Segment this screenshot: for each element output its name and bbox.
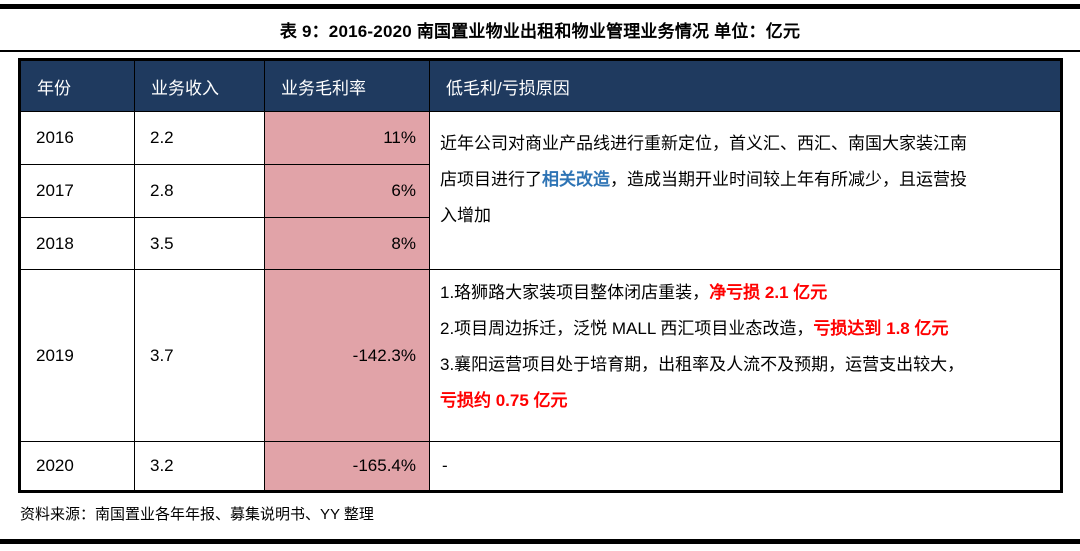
- reason-text: 3.襄阳运营项目处于培育期，出租率及人流不及预期，运营支出较大，: [440, 355, 965, 374]
- reason-item-2: 2.项目周边拆迁，泛悦 MALL 西汇项目业态改造，亏损达到 1.8 亿元: [440, 311, 980, 347]
- bottom-rule: [0, 539, 1080, 544]
- margin-cell-2018: 8%: [264, 217, 430, 270]
- loss-amount-red: 亏损达到 1.8 亿元: [813, 319, 949, 338]
- business-performance-table: 年份 业务收入 业务毛利率 低毛利/亏损原因 2016 2.2 11% 近年公司…: [18, 58, 1063, 493]
- reason-text-pre: 近年公司对商业产品线进行重新定位，首义汇、西汇、南国大家装江南店项目进行了: [440, 134, 967, 189]
- reason-text: 1.珞狮路大家装项目整体闭店重装，: [440, 283, 710, 302]
- margin-cell-2019: -142.3%: [264, 269, 430, 442]
- source-note: 资料来源：南国置业各年年报、募集说明书、YY 整理: [20, 506, 374, 523]
- header-cell-year: 年份: [19, 59, 135, 112]
- table-row-2020: 2020 3.2 -165.4% -: [19, 441, 1062, 492]
- reason-text-post: ，造成当期开业时间较上年有所减少，且运营投入增加: [440, 170, 967, 225]
- table-row-2017: 2017 2.8 6%: [19, 164, 1062, 218]
- table-title: 表 9：2016-2020 南国置业物业出租和物业管理业务情况 单位：亿元: [279, 22, 801, 41]
- revenue-cell-2016: 2.2: [134, 111, 265, 165]
- margin-cell-2016: 11%: [264, 111, 430, 165]
- revenue-cell-2020: 3.2: [134, 441, 265, 492]
- reason-item-1: 1.珞狮路大家装项目整体闭店重装，净亏损 2.1 亿元: [440, 275, 980, 311]
- header-row: 年份 业务收入 业务毛利率 低毛利/亏损原因: [19, 59, 1062, 112]
- header-cell-revenue: 业务收入: [134, 59, 265, 112]
- loss-amount-red: 净亏损 2.1 亿元: [709, 283, 828, 302]
- year-cell-2019: 2019: [19, 269, 135, 442]
- table-row-2019: 2019 3.7 -142.3% 1.珞狮路大家装项目整体闭店重装，净亏损 2.…: [19, 269, 1062, 442]
- margin-cell-2020: -165.4%: [264, 441, 430, 492]
- revenue-cell-2019: 3.7: [134, 269, 265, 442]
- header-cell-gross-margin: 业务毛利率: [264, 59, 430, 112]
- year-cell-2017: 2017: [19, 164, 135, 218]
- header-cell-loss-reason: 低毛利/亏损原因: [429, 59, 1062, 112]
- title-divider-rule: [0, 50, 1080, 52]
- year-cell-2018: 2018: [19, 217, 135, 270]
- reason-cell-2016-2018: 近年公司对商业产品线进行重新定位，首义汇、西汇、南国大家装江南店项目进行了相关改…: [429, 111, 1062, 270]
- reason-highlight-blue: 相关改造: [542, 170, 610, 189]
- revenue-cell-2017: 2.8: [134, 164, 265, 218]
- year-cell-2020: 2020: [19, 441, 135, 492]
- reason-cell-2019: 1.珞狮路大家装项目整体闭店重装，净亏损 2.1 亿元 2.项目周边拆迁，泛悦 …: [429, 269, 1062, 442]
- reason-item-3: 3.襄阳运营项目处于培育期，出租率及人流不及预期，运营支出较大， 亏损约 0.75…: [440, 347, 980, 419]
- margin-cell-2017: 6%: [264, 164, 430, 218]
- table-row-2018: 2018 3.5 8%: [19, 217, 1062, 270]
- revenue-cell-2018: 3.5: [134, 217, 265, 270]
- reason-cell-2020: -: [429, 441, 1062, 492]
- loss-amount-red: 亏损约 0.75 亿元: [440, 391, 568, 410]
- top-rule: [0, 4, 1080, 9]
- year-cell-2016: 2016: [19, 111, 135, 165]
- table-row-2016: 2016 2.2 11% 近年公司对商业产品线进行重新定位，首义汇、西汇、南国大…: [19, 111, 1062, 270]
- reason-text: 2.项目周边拆迁，泛悦 MALL 西汇项目业态改造，: [440, 319, 814, 338]
